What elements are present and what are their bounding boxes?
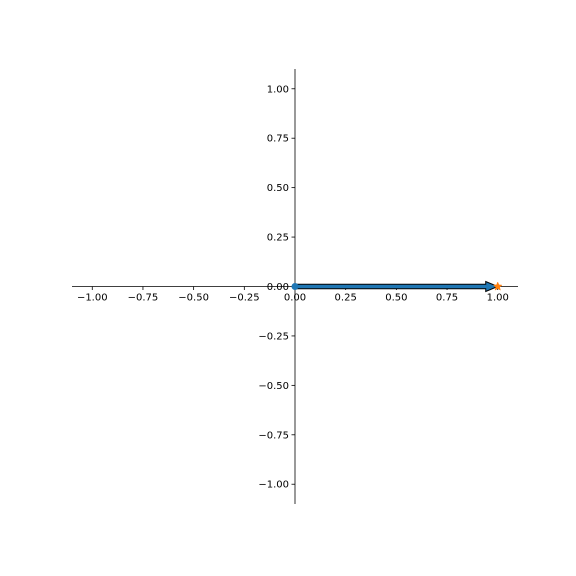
x-tick-label: −0.75 [128,293,159,304]
x-tick-label: −0.25 [229,293,260,304]
x-tick-label: 0.75 [436,293,458,304]
y-tick-label: 0.75 [267,134,289,145]
y-tick-label: −0.25 [258,331,289,342]
x-tick-label: 0.25 [335,293,357,304]
x-axis-ticks: −1.00 −0.75 −0.50 −0.25 0.00 0.25 0.50 0.75 1.00 [77,286,509,304]
x-tick-label: 0.50 [385,293,407,304]
y-tick-label: −1.00 [258,480,289,491]
end-point [492,281,503,291]
y-tick-label: 0.00 [267,282,289,293]
x-tick-label: 0.00 [284,293,306,304]
x-tick-label: −1.00 [77,293,108,304]
y-axis-ticks: 1.00 0.75 0.50 0.25 0.00 −0.25 −0.50 −0.75 −1.00 [258,84,295,491]
y-tick-label: 1.00 [267,84,289,95]
x-tick-label: 1.00 [487,293,509,304]
y-tick-label: −0.50 [258,381,289,392]
start-point [291,283,299,290]
y-tick-label: 0.25 [267,233,289,244]
x-tick-label: −0.50 [178,293,209,304]
vector-arrow [294,280,500,293]
chart-marks [291,280,503,293]
y-tick-label: −0.75 [258,430,289,441]
y-tick-label: 0.50 [267,183,289,194]
